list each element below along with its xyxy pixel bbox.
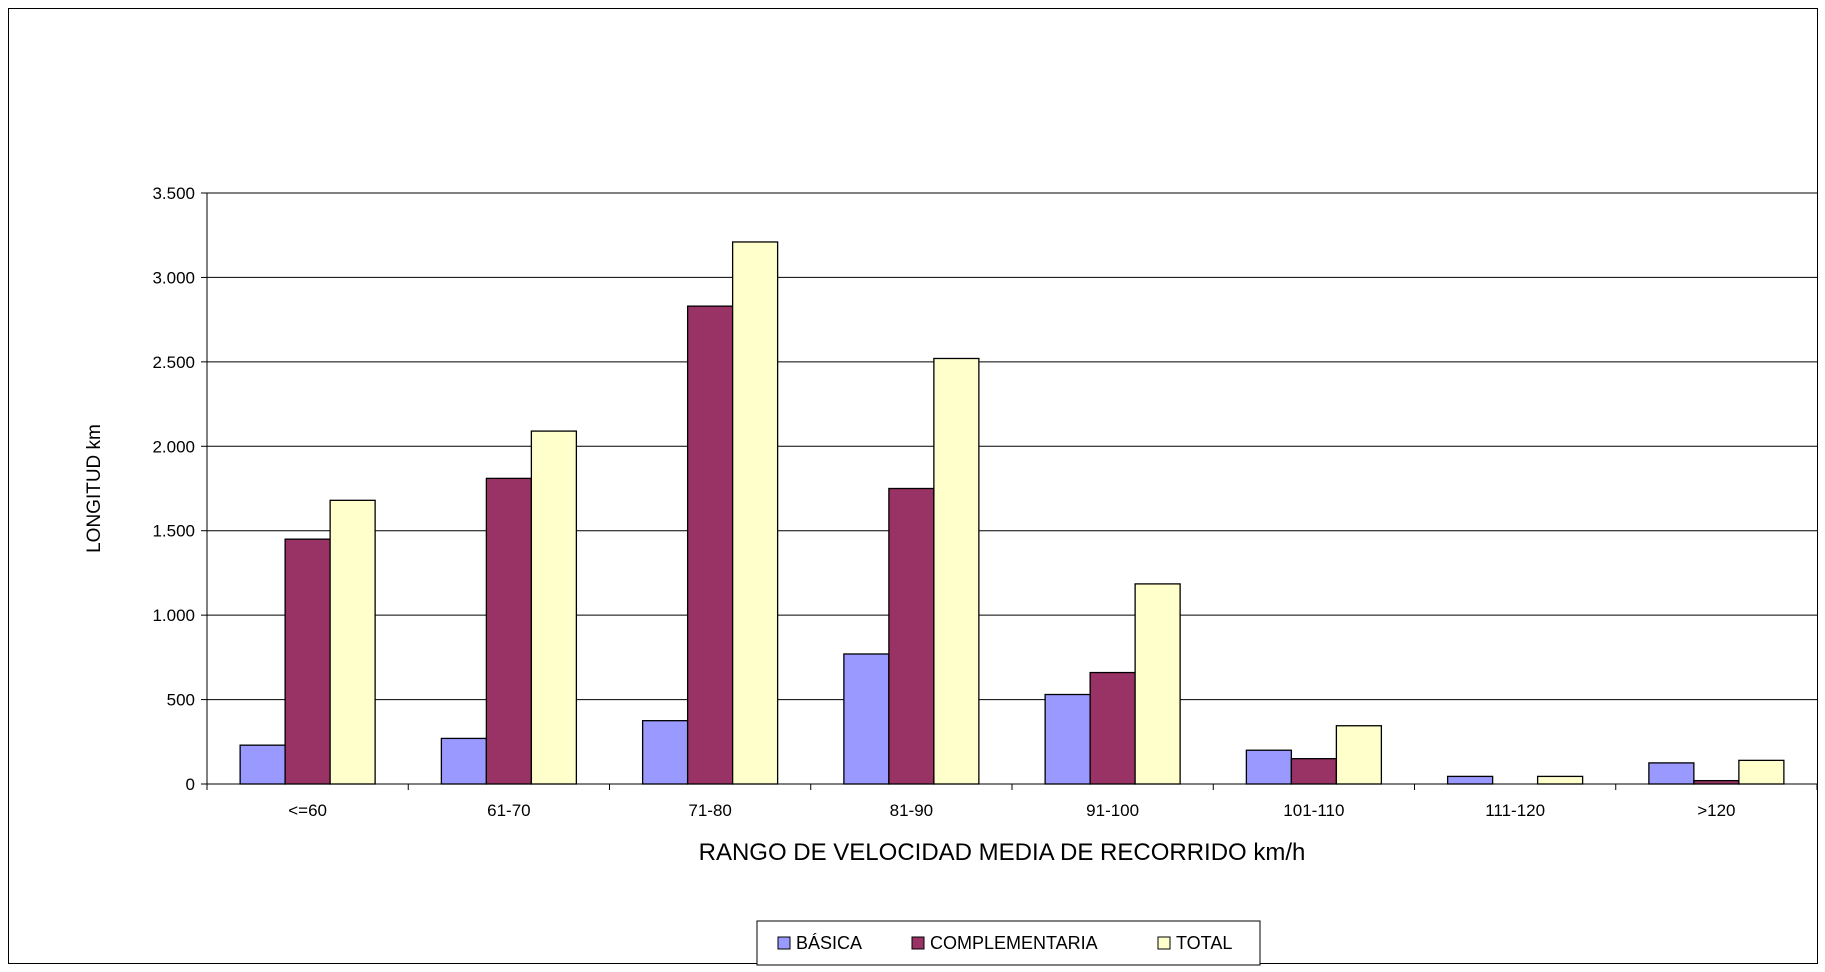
bar — [530, 430, 578, 785]
x-tick-label: 91-100 — [1086, 801, 1139, 820]
bar — [1648, 762, 1695, 785]
bar — [1089, 671, 1136, 785]
legend-label: BÁSICA — [796, 933, 862, 953]
x-tick-label: 61-70 — [487, 801, 530, 820]
bar — [1693, 779, 1740, 785]
bar — [843, 653, 890, 785]
x-tick-label: <=60 — [288, 801, 327, 820]
y-tick-label: 2.000 — [152, 437, 195, 456]
bar — [485, 477, 533, 785]
bar — [284, 538, 331, 785]
y-axis-title: LONGITUD km — [84, 424, 105, 553]
axes: 0 500 1.000 1.500 2.000 2.500 3.000 3.500 <=60 61… — [152, 184, 1818, 820]
legend-swatch — [1157, 936, 1171, 950]
y-tick-label: 1.000 — [152, 606, 195, 625]
y-tick-label: 1.500 — [152, 522, 195, 541]
x-tick-label: >120 — [1697, 801, 1735, 820]
y-tick-label: 3.000 — [152, 268, 195, 287]
bar — [686, 305, 734, 785]
bar — [933, 357, 980, 785]
legend-box — [756, 920, 1261, 966]
legend-label: TOTAL — [1176, 933, 1232, 953]
bar — [1134, 583, 1181, 785]
bar — [1335, 725, 1383, 785]
y-tick-label: 3.500 — [152, 184, 195, 203]
bar — [440, 737, 488, 785]
bar — [1245, 749, 1293, 785]
gridlines — [207, 192, 1817, 701]
legend-label: COMPLEMENTARIA — [930, 933, 1098, 953]
bar — [1446, 775, 1494, 785]
bars — [239, 241, 1785, 785]
bar — [1290, 758, 1338, 785]
legend-swatch — [777, 936, 791, 950]
bar — [641, 720, 689, 785]
x-tick-label: 71-80 — [688, 801, 731, 820]
bar — [1536, 775, 1584, 785]
bar — [329, 499, 376, 785]
x-axis-title: RANGO DE VELOCIDAD MEDIA DE RECORRIDO km… — [699, 839, 1306, 866]
bar — [888, 487, 935, 785]
legend: BÁSICA COMPLEMENTARIA TOTAL — [756, 920, 1261, 966]
x-tick-label: 101-110 — [1283, 801, 1344, 820]
x-tick-label: 111-120 — [1485, 801, 1545, 820]
legend-swatch — [911, 936, 925, 950]
x-tick-label: 81-90 — [890, 801, 933, 820]
y-tick-label: 2.500 — [152, 353, 195, 372]
bar — [239, 744, 286, 785]
y-tick-label: 0 — [186, 775, 195, 794]
bar — [1044, 693, 1091, 785]
y-tick-label: 500 — [167, 691, 195, 710]
bar — [1738, 759, 1785, 785]
bar — [731, 241, 779, 785]
